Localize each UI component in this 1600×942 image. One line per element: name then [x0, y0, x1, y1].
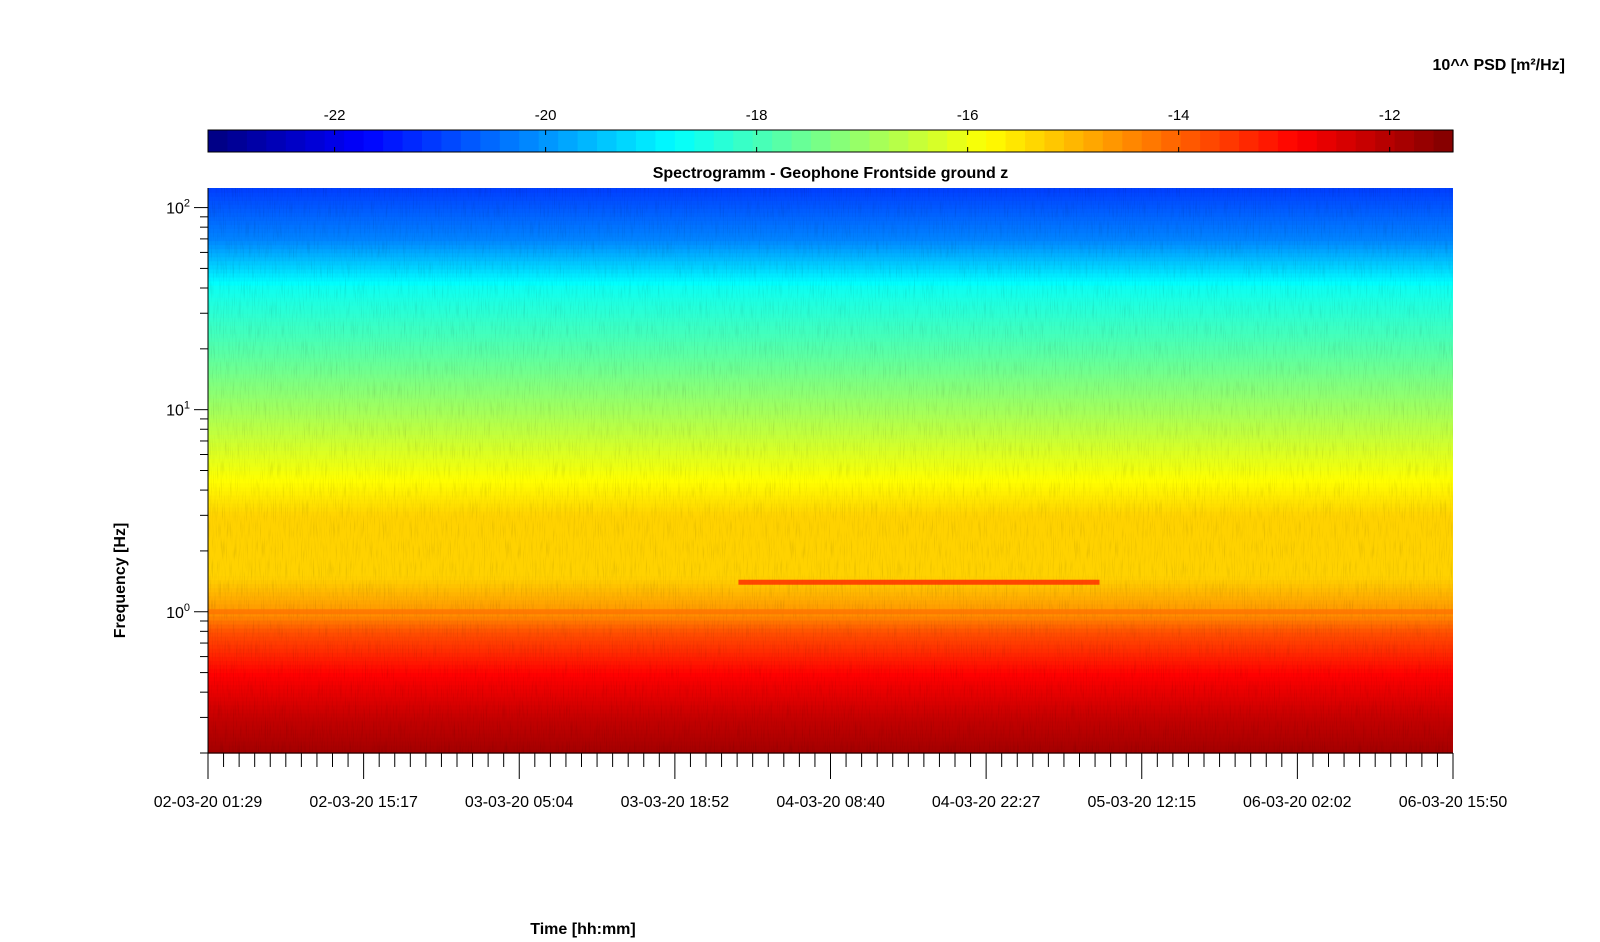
- colorbar-cell: [927, 130, 948, 152]
- colorbar-cell: [1083, 130, 1104, 152]
- colorbar-cell: [869, 130, 890, 152]
- x-tick-label: 02-03-20 01:29: [154, 794, 263, 811]
- colorbar-cell: [635, 130, 657, 152]
- colorbar-cell: [285, 130, 306, 152]
- colorbar-cell: [616, 130, 637, 152]
- colorbar-cell: [888, 130, 909, 152]
- colorbar-cell: [752, 130, 773, 152]
- x-tick-label: 06-03-20 02:02: [1243, 794, 1352, 811]
- colorbar-cell: [208, 130, 229, 152]
- colorbar-tick-label: -14: [1168, 107, 1190, 124]
- colorbar-ticks: -22 -20 -18 -16 -14 -12: [324, 107, 1401, 152]
- colorbar-cell: [966, 130, 987, 152]
- colorbar-tick-label: -16: [957, 107, 979, 124]
- colorbar-cell: [519, 130, 540, 152]
- colorbar-cell: [1355, 130, 1376, 152]
- spectrogram-plot-area: [208, 188, 1453, 754]
- colorbar-cell: [1239, 130, 1260, 152]
- y-axis-label: Frequency [Hz]: [112, 523, 129, 639]
- colorbar-cell: [577, 130, 598, 152]
- x-tick-label: 04-03-20 08:40: [776, 794, 885, 811]
- x-axis-label: Time [hh:mm]: [530, 921, 635, 938]
- colorbar-cell: [597, 130, 618, 152]
- colorbar-cell: [460, 130, 481, 152]
- colorbar-cell: [908, 130, 929, 152]
- colorbar-cell: [811, 130, 832, 152]
- colorbar-cell: [324, 130, 345, 152]
- y-tick-label: 101: [166, 400, 190, 420]
- y-tick-label: 100: [166, 602, 190, 622]
- colorbar-cell: [480, 130, 501, 152]
- colorbar-cell: [1336, 130, 1357, 152]
- x-tick-label: 02-03-20 15:17: [309, 794, 418, 811]
- colorbar-cell: [441, 130, 462, 152]
- x-tick-label: 03-03-20 05:04: [465, 794, 574, 811]
- colorbar-cell: [674, 130, 695, 152]
- colorbar-cell: [383, 130, 404, 152]
- colorbar-cell: [1433, 130, 1454, 152]
- x-axis: 02-03-20 01:29 02-03-20 15:17 03-03-20 05:…: [154, 752, 1508, 811]
- colorbar-cell: [694, 130, 715, 152]
- colorbar-tick-label: -18: [746, 107, 768, 124]
- colorbar-tick-label: -20: [535, 107, 557, 124]
- spectral-line-persistent_tone: [738, 579, 1100, 585]
- colorbar-cell: [733, 130, 754, 152]
- x-tick-label: 05-03-20 12:15: [1088, 794, 1197, 811]
- y-axis: 100 101 102: [166, 188, 209, 754]
- spectrogram-features: [208, 579, 1453, 615]
- colorbar-cell: [227, 130, 248, 152]
- colorbar-cell: [344, 130, 365, 152]
- colorbar-label: 10^^ PSD [m²/Hz]: [1433, 57, 1565, 74]
- colorbar: -22 -20 -18 -16 -14 -12: [207, 107, 1454, 153]
- colorbar-cell: [538, 130, 559, 152]
- colorbar-cell: [421, 130, 443, 152]
- colorbar-tick-label: -12: [1379, 107, 1401, 124]
- colorbar-cell: [1394, 130, 1415, 152]
- colorbar-cell: [558, 130, 579, 152]
- colorbar-cell: [1219, 130, 1240, 152]
- colorbar-tick-label: -22: [324, 107, 346, 124]
- spectrogram-texture: [208, 188, 1453, 753]
- colorbar-cell: [1102, 130, 1123, 152]
- colorbar-cell: [1316, 130, 1337, 152]
- colorbar-cell: [1141, 130, 1162, 152]
- colorbar-cell: [246, 130, 267, 152]
- colorbar-cell: [1414, 130, 1435, 152]
- colorbar-cell: [849, 130, 871, 152]
- colorbar-cell: [655, 130, 676, 152]
- colorbar-cell: [1122, 130, 1143, 152]
- colorbar-cell: [1025, 130, 1046, 152]
- colorbar-cell: [1258, 130, 1279, 152]
- colorbar-cell: [305, 130, 326, 152]
- colorbar-cell: [402, 130, 423, 152]
- colorbar-cell: [947, 130, 968, 152]
- colorbar-cell: [499, 130, 520, 152]
- colorbar-cell: [1297, 130, 1318, 152]
- colorbar-cell: [1200, 130, 1221, 152]
- colorbar-cell: [713, 130, 734, 152]
- colorbar-cell: [363, 130, 384, 152]
- colorbar-cell: [1277, 130, 1298, 152]
- colorbar-cell: [986, 130, 1007, 152]
- chart-title: Spectrogramm - Geophone Frontside ground…: [653, 165, 1009, 182]
- colorbar-cell: [772, 130, 793, 152]
- colorbar-cell: [1161, 130, 1182, 152]
- colorbar-cell: [791, 130, 812, 152]
- spectral-line-persistent_tone: [208, 609, 1453, 615]
- x-tick-label: 04-03-20 22:27: [932, 794, 1041, 811]
- y-tick-label: 102: [166, 198, 190, 218]
- colorbar-cell: [1375, 130, 1396, 152]
- colorbar-cell: [1005, 130, 1026, 152]
- x-tick-label: 03-03-20 18:52: [621, 794, 730, 811]
- colorbar-cell: [1044, 130, 1065, 152]
- colorbar-cell: [830, 130, 851, 152]
- colorbar-cell: [266, 130, 287, 152]
- x-tick-label: 06-03-20 15:50: [1399, 794, 1508, 811]
- colorbar-cell: [1063, 130, 1084, 152]
- colorbar-cell: [1180, 130, 1201, 152]
